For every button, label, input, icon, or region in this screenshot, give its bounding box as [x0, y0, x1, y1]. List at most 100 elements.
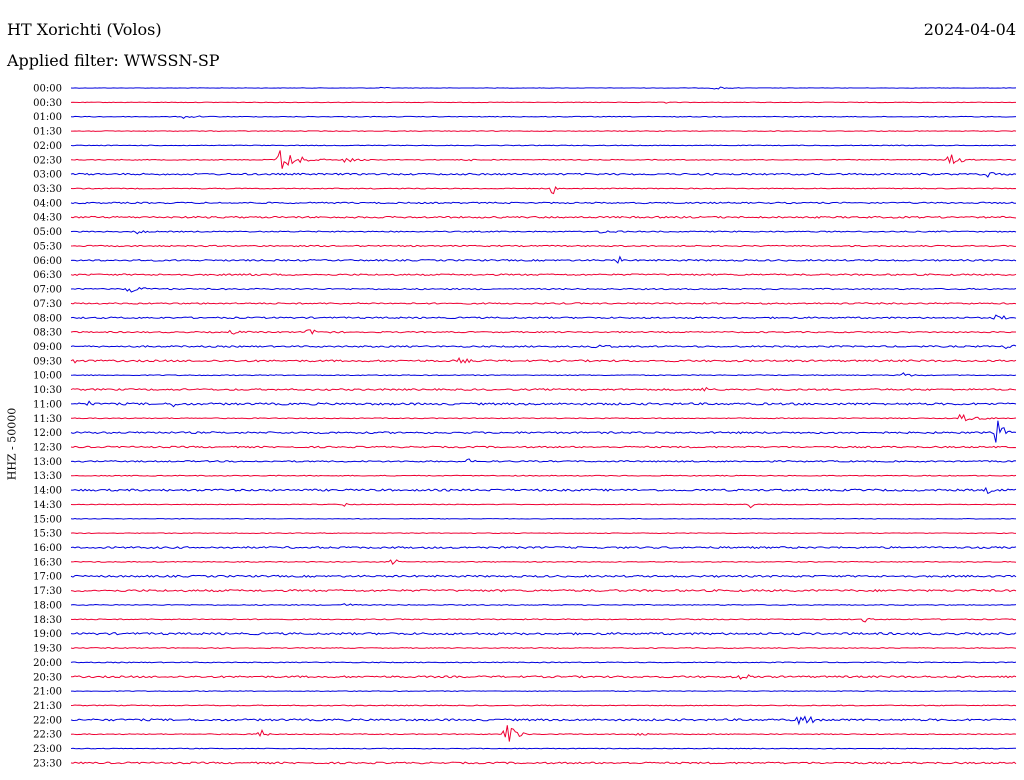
row-label: 20:30 — [33, 672, 62, 683]
row-label: 19:30 — [33, 644, 62, 655]
trace-line — [70, 690, 1017, 692]
trace-line — [70, 647, 1017, 649]
trace-line — [70, 286, 1017, 293]
row-label: 15:00 — [33, 514, 62, 525]
trace-line — [70, 661, 1017, 664]
station-title: HT Xorichti (Volos) — [7, 20, 162, 39]
row-label: 02:00 — [33, 141, 62, 152]
row-label: 16:00 — [33, 543, 62, 554]
trace-line — [70, 186, 1017, 195]
trace-line — [70, 559, 1017, 565]
trace-line — [70, 255, 1017, 264]
row-label: 09:00 — [33, 342, 62, 353]
trace-line — [70, 420, 1017, 443]
row-label: 22:00 — [33, 715, 62, 726]
trace-line — [70, 273, 1017, 277]
row-label: 11:00 — [33, 399, 62, 410]
trace-line — [70, 101, 1017, 104]
trace-line — [70, 329, 1017, 335]
row-label: 10:30 — [33, 385, 62, 396]
trace-line — [70, 532, 1017, 535]
row-label: 08:30 — [33, 328, 62, 339]
trace-line — [70, 215, 1017, 219]
row-label: 06:00 — [33, 256, 62, 267]
trace-line — [70, 674, 1017, 680]
trace-line — [70, 115, 1017, 119]
row-label: 12:00 — [33, 428, 62, 439]
trace-line — [70, 302, 1017, 305]
trace-line — [70, 150, 1017, 169]
trace-line — [70, 502, 1017, 509]
trace-line — [70, 372, 1017, 377]
row-label: 02:30 — [33, 155, 62, 166]
row-label: 04:00 — [33, 198, 62, 209]
trace-line — [70, 314, 1017, 320]
trace-line — [70, 761, 1017, 765]
row-label: 12:30 — [33, 443, 62, 454]
trace-line — [70, 172, 1017, 178]
row-label: 11:30 — [33, 414, 62, 425]
trace-line — [70, 201, 1017, 205]
trace-line — [70, 458, 1017, 463]
row-label: 06:30 — [33, 270, 62, 281]
date-label: 2024-04-04 — [923, 20, 1016, 39]
row-label: 18:00 — [33, 600, 62, 611]
trace-line — [70, 518, 1017, 520]
row-label: 22:30 — [33, 730, 62, 741]
trace-line — [70, 230, 1017, 235]
trace-line — [70, 357, 1017, 364]
row-label: 21:30 — [33, 701, 62, 712]
row-label: 14:30 — [33, 500, 62, 511]
row-label: 00:00 — [33, 84, 62, 95]
trace-line — [70, 474, 1017, 477]
filter-label: Applied filter: WWSSN-SP — [7, 51, 220, 70]
trace-line — [70, 400, 1017, 408]
row-label: 03:30 — [33, 184, 62, 195]
row-label: 13:00 — [33, 457, 62, 468]
row-label: 23:00 — [33, 744, 62, 755]
row-label: 00:30 — [33, 98, 62, 109]
row-label: 18:30 — [33, 615, 62, 626]
row-label: 19:00 — [33, 629, 62, 640]
trace-line — [71, 486, 1017, 495]
trace-line — [70, 244, 1017, 248]
trace-line — [70, 715, 1017, 726]
trace-line — [70, 704, 1017, 707]
row-label: 05:30 — [33, 241, 62, 252]
trace-line — [70, 574, 1017, 578]
row-label: 14:00 — [33, 486, 62, 497]
row-label: 17:00 — [33, 572, 62, 583]
row-label: 17:30 — [33, 586, 62, 597]
trace-line — [70, 589, 1017, 593]
row-label: 09:30 — [33, 356, 62, 367]
row-label: 01:00 — [33, 112, 62, 123]
trace-line — [70, 144, 1017, 147]
row-label: 01:30 — [33, 127, 62, 138]
row-label: 20:00 — [33, 658, 62, 669]
row-label: 05:00 — [33, 227, 62, 238]
trace-line — [70, 386, 1017, 392]
trace-line — [70, 445, 1017, 449]
row-label: 03:00 — [33, 170, 62, 181]
trace-line — [70, 546, 1017, 550]
row-label: 04:30 — [33, 213, 62, 224]
row-label: 08:00 — [33, 313, 62, 324]
trace-line — [70, 130, 1017, 132]
row-label: 07:00 — [33, 285, 62, 296]
trace-line — [70, 86, 1017, 90]
row-label: 21:00 — [33, 687, 62, 698]
trace-line — [70, 344, 1017, 350]
trace-line — [70, 413, 1017, 422]
row-label: 10:00 — [33, 371, 62, 382]
trace-line — [70, 725, 1017, 742]
row-label: 23:30 — [33, 758, 62, 769]
row-label: 13:30 — [33, 471, 62, 482]
row-label: 16:30 — [33, 557, 62, 568]
row-label: 07:30 — [33, 299, 62, 310]
row-label: 15:30 — [33, 529, 62, 540]
trace-line — [70, 603, 1017, 606]
trace-line — [70, 747, 1017, 750]
trace-line — [70, 617, 1017, 623]
trace-line — [70, 631, 1017, 636]
